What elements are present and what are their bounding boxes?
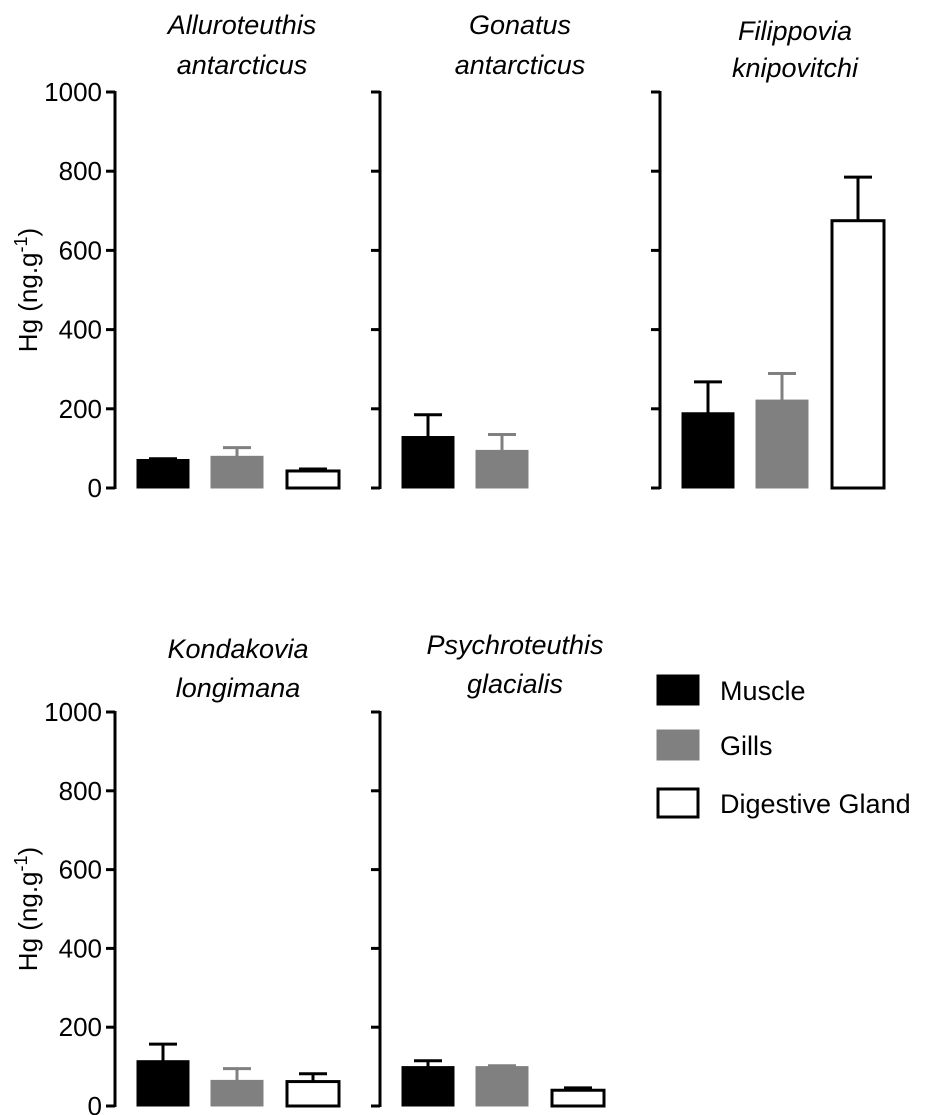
y-tick-label: 0 [88,1091,102,1115]
chart-panel: Kondakovia longimana 0 200 400 600 800 1000 Hg (… [11,634,341,1115]
bar-muscle [136,1060,190,1107]
panel-title-line: Alluroteuthis [166,10,317,40]
y-tick-label: 400 [59,933,102,963]
panel-title-line: Kondakovia [167,634,308,664]
legend-label: Digestive Gland [720,789,911,819]
y-tick-label: 600 [59,855,102,885]
chart-panel: Gonatus antarcticus [371,10,586,490]
y-tick-label: 0 [88,473,102,503]
panel-title-line: Gonatus [469,10,571,40]
panel-title-line: Psychroteuthis [426,630,603,660]
chart-panel: Psychroteuthis glacialis [371,630,606,1108]
y-tick-label: 1000 [44,77,102,107]
bar-digestive-gland [550,1088,606,1108]
panel-title-line: glacialis [467,669,563,699]
y-tick-label: 1000 [44,697,102,727]
legend-label: Gills [720,731,773,761]
panel-title-line: Filippovia [738,16,852,46]
legend-swatch [656,787,700,819]
bar-gills [210,1079,264,1107]
legend-swatch [656,729,700,761]
bar-muscle [401,436,455,489]
chart-panel: Filippovia knipovitchi [651,16,886,490]
panel-title-line: longimana [176,673,301,703]
bar-muscle [681,412,735,489]
y-tick-label: 200 [59,1012,102,1042]
y-tick-label: 800 [59,776,102,806]
chart-panel: Alluroteuthis antarcticus 0 200 400 600 800 100… [11,10,341,503]
legend-label: Muscle [720,676,806,706]
legend-swatch [656,674,700,706]
bar-gills [475,449,529,489]
y-tick-label: 200 [59,394,102,424]
bar-gills [210,455,264,489]
y-axis-label: Hg (ng.g-1) [11,847,43,971]
y-axis-label: Hg (ng.g-1) [11,228,43,352]
y-tick-label: 600 [59,235,102,265]
legend: Muscle Gills Digestive Gland [656,674,911,819]
bar-digestive-gland [830,219,886,490]
bar-gills [475,1066,529,1107]
bar-muscle [136,458,190,489]
bar-gills [755,399,809,489]
bar-muscle [401,1066,455,1107]
panel-title-line: knipovitchi [732,53,859,83]
panel-title-line: antarcticus [455,50,586,80]
bar-digestive-gland [285,469,341,490]
bar-digestive-gland [285,1080,341,1108]
y-tick-label: 800 [59,156,102,186]
y-tick-label: 400 [59,315,102,345]
panel-title-line: antarcticus [177,50,308,80]
